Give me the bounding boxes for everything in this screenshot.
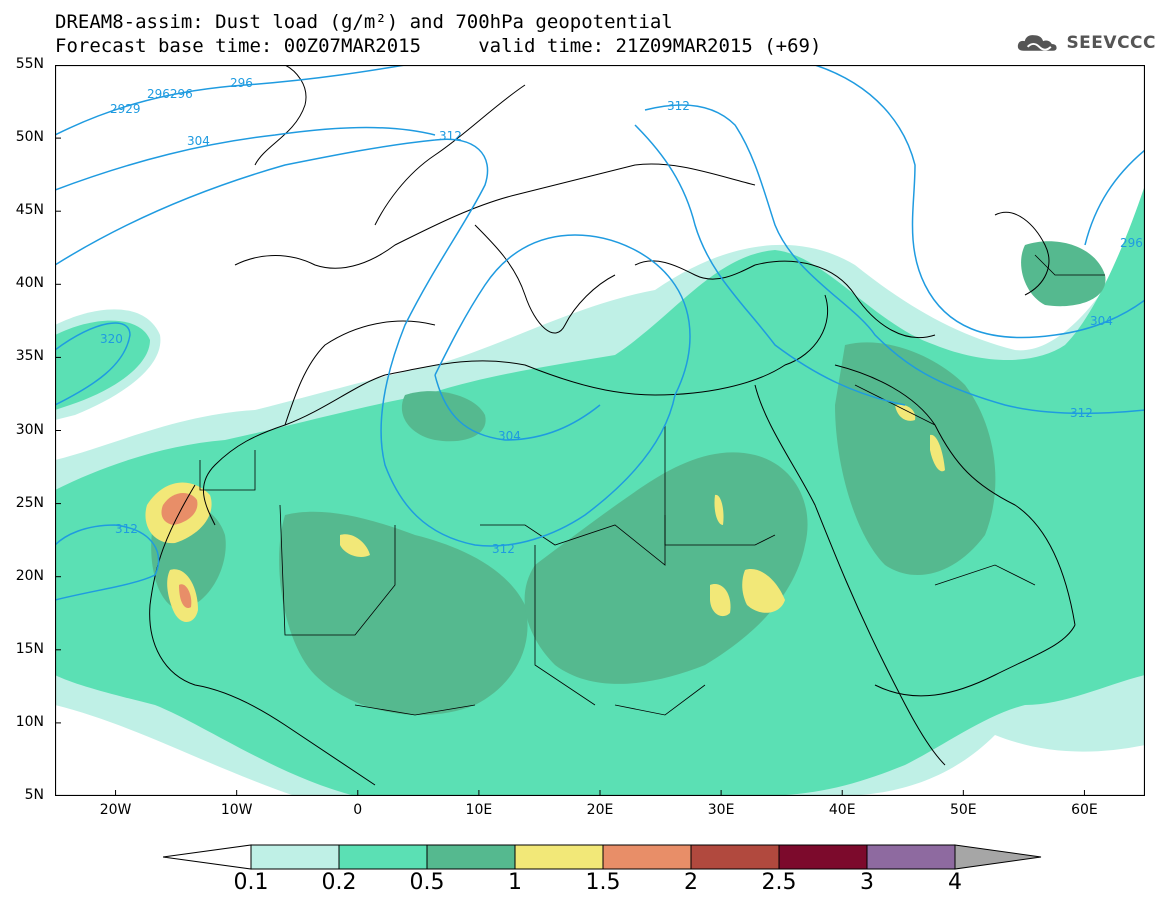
country-borders [199,254,1105,716]
lat-label: 45N [15,202,44,219]
lat-label: 10N [15,713,44,730]
contour-label: 312 [1070,406,1093,420]
lon-label: 50E [949,802,977,818]
contour-label: 320 [100,332,123,346]
map-frame [55,65,1145,796]
dust-band-1-5 [161,493,198,609]
legend-swatch [250,844,340,870]
legend-label: 0.2 [321,870,357,895]
lat-label: 20N [15,567,44,584]
contour-label: 312 [439,129,462,143]
lon-label: 40E [828,802,856,818]
lat-label: 55N [15,56,44,72]
geopotential-contours [55,65,1145,601]
legend-label: 3 [860,870,874,895]
contour-label: 312 [667,99,690,113]
dust-band-0-5 [151,241,1106,715]
seevccc-logo: SEEVCCC [1016,30,1156,56]
lat-label: 15N [15,640,44,657]
legend-swatch [778,844,868,870]
lon-label: 0 [353,802,363,818]
legend-label: 0.5 [409,870,445,895]
legend-label: 2 [684,870,698,895]
contour-label: 312 [492,542,515,556]
lon-label: 20E [586,802,614,818]
lat-label: 25N [15,494,44,511]
legend-swatch [514,844,604,870]
contour-label: 296 [1120,236,1143,250]
lat-label: 40N [15,275,44,292]
contour-label: 312 [115,522,138,536]
contour-label: 304 [1090,314,1113,328]
color-legend [163,844,1042,870]
lon-label: 60E [1071,802,1098,818]
legend-label: 2.5 [761,870,797,895]
contour-label: 2929 [110,102,141,116]
legend-label: 1 [508,870,522,895]
contour-label: 296296 [147,87,193,101]
contour-label: 304 [187,134,210,148]
contour-label: 304 [498,429,521,443]
legend-swatch [338,844,428,870]
legend-swatch [426,844,516,870]
legend-arrow-low [163,844,252,870]
cloud-logo-icon [1017,35,1057,51]
legend-label: 4 [948,870,962,895]
lat-label: 35N [15,348,44,365]
coastlines [149,65,1076,786]
lon-label: 30E [707,802,735,818]
dust-load-map: 2929 296296 296 304 312 312 304 312 312 … [55,65,1145,796]
lat-label: 5N [24,787,44,803]
logo-text: SEEVCCC [1066,33,1156,53]
forecast-time: Forecast base time: 00Z07MAR2015 valid t… [55,35,822,57]
lon-label: 20W [99,802,132,818]
lat-label: 50N [15,129,44,146]
contour-label: 296 [230,76,253,90]
legend-label: 0.1 [233,870,269,895]
map-title: DREAM8-assim: Dust load (g/m²) and 700hP… [55,11,673,33]
legend-arrow-high [954,844,1042,870]
legend-swatch [602,844,692,870]
lon-label: 10W [220,802,253,818]
legend-swatch [866,844,956,870]
legend-label: 1.5 [585,870,621,895]
legend-swatch [690,844,780,870]
lon-label: 10E [465,802,493,818]
contour-labels: 2929 296296 296 304 312 312 304 312 312 … [100,76,1143,556]
lat-label: 30N [15,421,44,438]
